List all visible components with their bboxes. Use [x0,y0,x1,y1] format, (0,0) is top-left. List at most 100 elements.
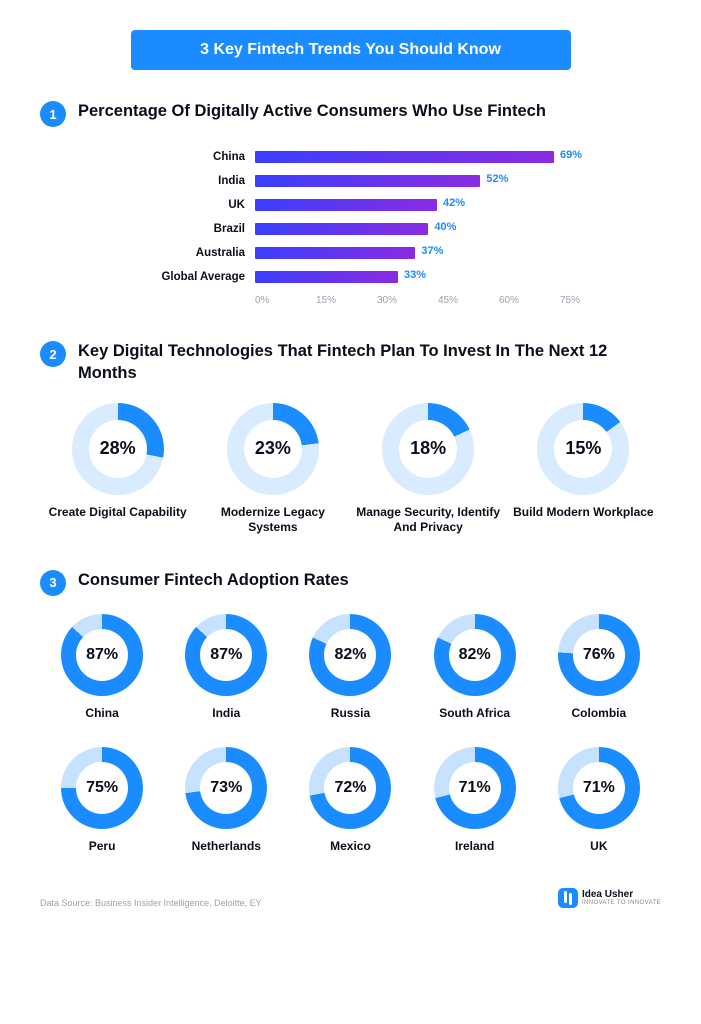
donut-label: Ireland [455,839,494,854]
donut-item: 72% Mexico [290,747,410,854]
page-footer: Data Source: Business Insider Intelligen… [40,888,661,908]
donut-label: UK [590,839,607,854]
donut-value: 75% [76,762,128,814]
donut-label: Peru [89,839,116,854]
data-source-text: Data Source: Business Insider Intelligen… [40,898,262,908]
donut-chart: 75% [61,747,143,829]
donut-label: Mexico [330,839,371,854]
donut-item: 18% Manage Security, Identify And Privacy [353,403,503,535]
bar-track: 33% [255,271,580,283]
section-2-number-badge: 2 [40,341,66,367]
bar-value: 69% [560,149,582,161]
bar-label: UK [150,199,255,211]
bar-row: Global Average 33% [150,265,580,289]
donut-chart: 18% [382,403,474,495]
donut-label: South Africa [439,706,510,721]
section-2-title: Key Digital Technologies That Fintech Pl… [78,340,661,385]
bar-track: 52% [255,175,580,187]
donut-chart: 82% [309,614,391,696]
donut-item: 87%India [166,614,286,721]
brand-name: Idea Usher [582,890,661,900]
bar-chart: China 69% India 52% UK 42% Brazil 40% Australia 3… [150,145,580,306]
donut-value: 87% [200,629,252,681]
donut-item: 82%Russia [290,614,410,721]
bar-label: China [150,151,255,163]
bar-row: China 69% [150,145,580,169]
donut-label: Netherlands [192,839,261,854]
brand-mark-icon [558,888,578,908]
bar-value: 52% [486,173,508,185]
bar-row: Australia 37% [150,241,580,265]
section-2: 2 Key Digital Technologies That Fintech … [40,340,661,535]
bar-label: Brazil [150,223,255,235]
donut-label: Build Modern Workplace [513,505,653,535]
donut-item: 28% Create Digital Capability [43,403,193,535]
donut-chart: 87% [185,614,267,696]
bar-value: 42% [443,197,465,209]
donut-item: 71% UK [539,747,659,854]
donut-label: Manage Security, Identify And Privacy [353,505,503,535]
donut-value: 71% [573,762,625,814]
donut-item: 71% Ireland [415,747,535,854]
donut-label: Create Digital Capability [49,505,187,535]
donut-value: 71% [449,762,501,814]
donut-value: 87% [76,629,128,681]
section-3-header: 3 Consumer Fintech Adoption Rates [40,569,661,596]
donut-item: 87% China [42,614,162,721]
donut-value: 76% [573,629,625,681]
bar-track: 69% [255,151,580,163]
section-3-title: Consumer Fintech Adoption Rates [78,569,349,591]
donut-value: 23% [244,420,302,478]
brand-text: Idea Usher INNOVATE TO INNOVATE [582,890,661,906]
section-1-title: Percentage Of Digitally Active Consumers… [78,100,546,122]
donut-value: 18% [399,420,457,478]
donut-item: 75% Peru [42,747,162,854]
bar-row: UK 42% [150,193,580,217]
donut-item: 15% Build Modern Workplace [508,403,658,535]
section-1-header: 1 Percentage Of Digitally Active Consume… [40,100,661,127]
bar-value: 37% [421,245,443,257]
bar-row: Brazil 40% [150,217,580,241]
bar-fill [255,271,398,283]
bar-fill [255,199,437,211]
donut-chart: 73% [185,747,267,829]
bar-value: 40% [434,221,456,233]
donut-value: 73% [200,762,252,814]
bar-axis-tick: 0% [255,295,316,306]
bar-value: 33% [404,269,426,281]
bar-label: Global Average [150,271,255,283]
bar-fill [255,247,415,259]
section-2-donut-row: 28% Create Digital Capability 23% Modernize… [40,403,661,535]
section-2-header: 2 Key Digital Technologies That Fintech … [40,340,661,385]
brand-tagline: INNOVATE TO INNOVATE [582,900,661,906]
donut-item: 23% Modernize Legacy Systems [198,403,348,535]
donut-chart: 71% [558,747,640,829]
donut-label: China [85,706,118,721]
donut-value: 72% [324,762,376,814]
donut-label: Modernize Legacy Systems [198,505,348,535]
bar-axis-tick: 60% [499,295,560,306]
section-1-number-badge: 1 [40,101,66,127]
bar-track: 40% [255,223,580,235]
donut-item: 82% South Africa [415,614,535,721]
donut-item: 76% Colombia [539,614,659,721]
donut-value: 82% [449,629,501,681]
bar-axis-tick: 15% [316,295,377,306]
brand-logo: Idea Usher INNOVATE TO INNOVATE [558,888,661,908]
donut-chart: 23% [227,403,319,495]
section-3-donut-row-2: 75% Peru 73% Netherlands 72% Mexico 71% Ireland… [40,747,661,854]
donut-chart: 71% [434,747,516,829]
donut-chart: 76% [558,614,640,696]
bar-label: India [150,175,255,187]
bar-label: Australia [150,247,255,259]
donut-chart: 82% [434,614,516,696]
section-3-number-badge: 3 [40,570,66,596]
bar-row: India 52% [150,169,580,193]
donut-chart: 72% [309,747,391,829]
donut-chart: 28% [72,403,164,495]
bar-axis-tick: 30% [377,295,438,306]
donut-item: 73% Netherlands [166,747,286,854]
donut-label: Colombia [572,706,627,721]
donut-chart: 15% [537,403,629,495]
donut-value: 82% [324,629,376,681]
